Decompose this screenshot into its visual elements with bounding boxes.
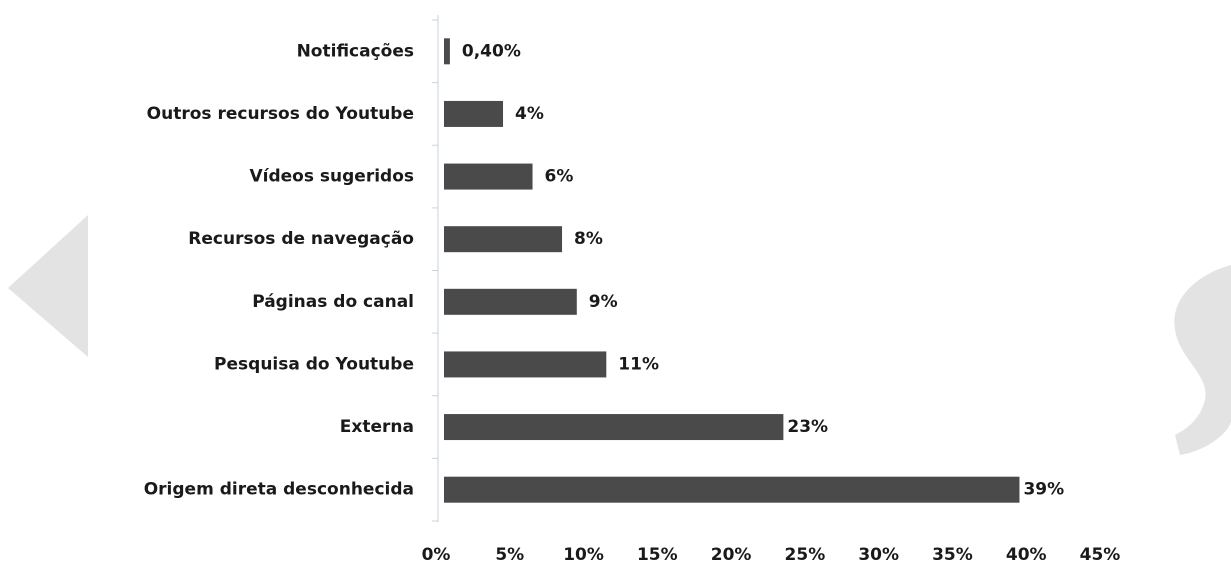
- y-tick-label: Origem direta desconhecida: [144, 480, 414, 500]
- x-tick-label: 35%: [932, 545, 973, 565]
- value-label: 39%: [1023, 480, 1064, 500]
- x-tick-label: 30%: [858, 545, 899, 565]
- value-label: 23%: [787, 417, 828, 437]
- bar: [444, 476, 1020, 503]
- x-tick-label: 40%: [1006, 545, 1047, 565]
- x-tick-label: 0%: [422, 545, 451, 565]
- bar: [444, 163, 533, 190]
- bar: [444, 288, 577, 315]
- decor-shape: [1174, 265, 1231, 455]
- x-tick-label: 25%: [785, 545, 826, 565]
- y-tick-label: Notificações: [297, 41, 414, 61]
- x-tick-label: 20%: [711, 545, 752, 565]
- bar: [444, 351, 607, 378]
- value-label: 11%: [618, 354, 659, 374]
- y-tick-label: Pesquisa do Youtube: [214, 354, 414, 374]
- x-tick-label: 15%: [637, 545, 678, 565]
- value-label: 6%: [545, 167, 574, 187]
- bar: [444, 100, 504, 127]
- value-label: 4%: [515, 104, 544, 124]
- value-label: 8%: [574, 229, 603, 249]
- y-tick-label: Vídeos sugeridos: [250, 167, 415, 187]
- x-tick-label: 45%: [1080, 545, 1121, 565]
- x-tick-label: 5%: [495, 545, 524, 565]
- bar: [444, 414, 784, 441]
- decor-arrow: [8, 215, 88, 357]
- value-label: 9%: [589, 292, 618, 312]
- y-tick-label: Externa: [340, 417, 414, 437]
- bar: [444, 38, 450, 65]
- y-tick-label: Páginas do canal: [252, 292, 414, 312]
- bar: [444, 226, 563, 253]
- value-label: 0,40%: [462, 41, 521, 61]
- y-tick-label: Outros recursos do Youtube: [147, 104, 414, 124]
- y-tick-label: Recursos de navegação: [188, 229, 414, 249]
- x-tick-label: 10%: [563, 545, 604, 565]
